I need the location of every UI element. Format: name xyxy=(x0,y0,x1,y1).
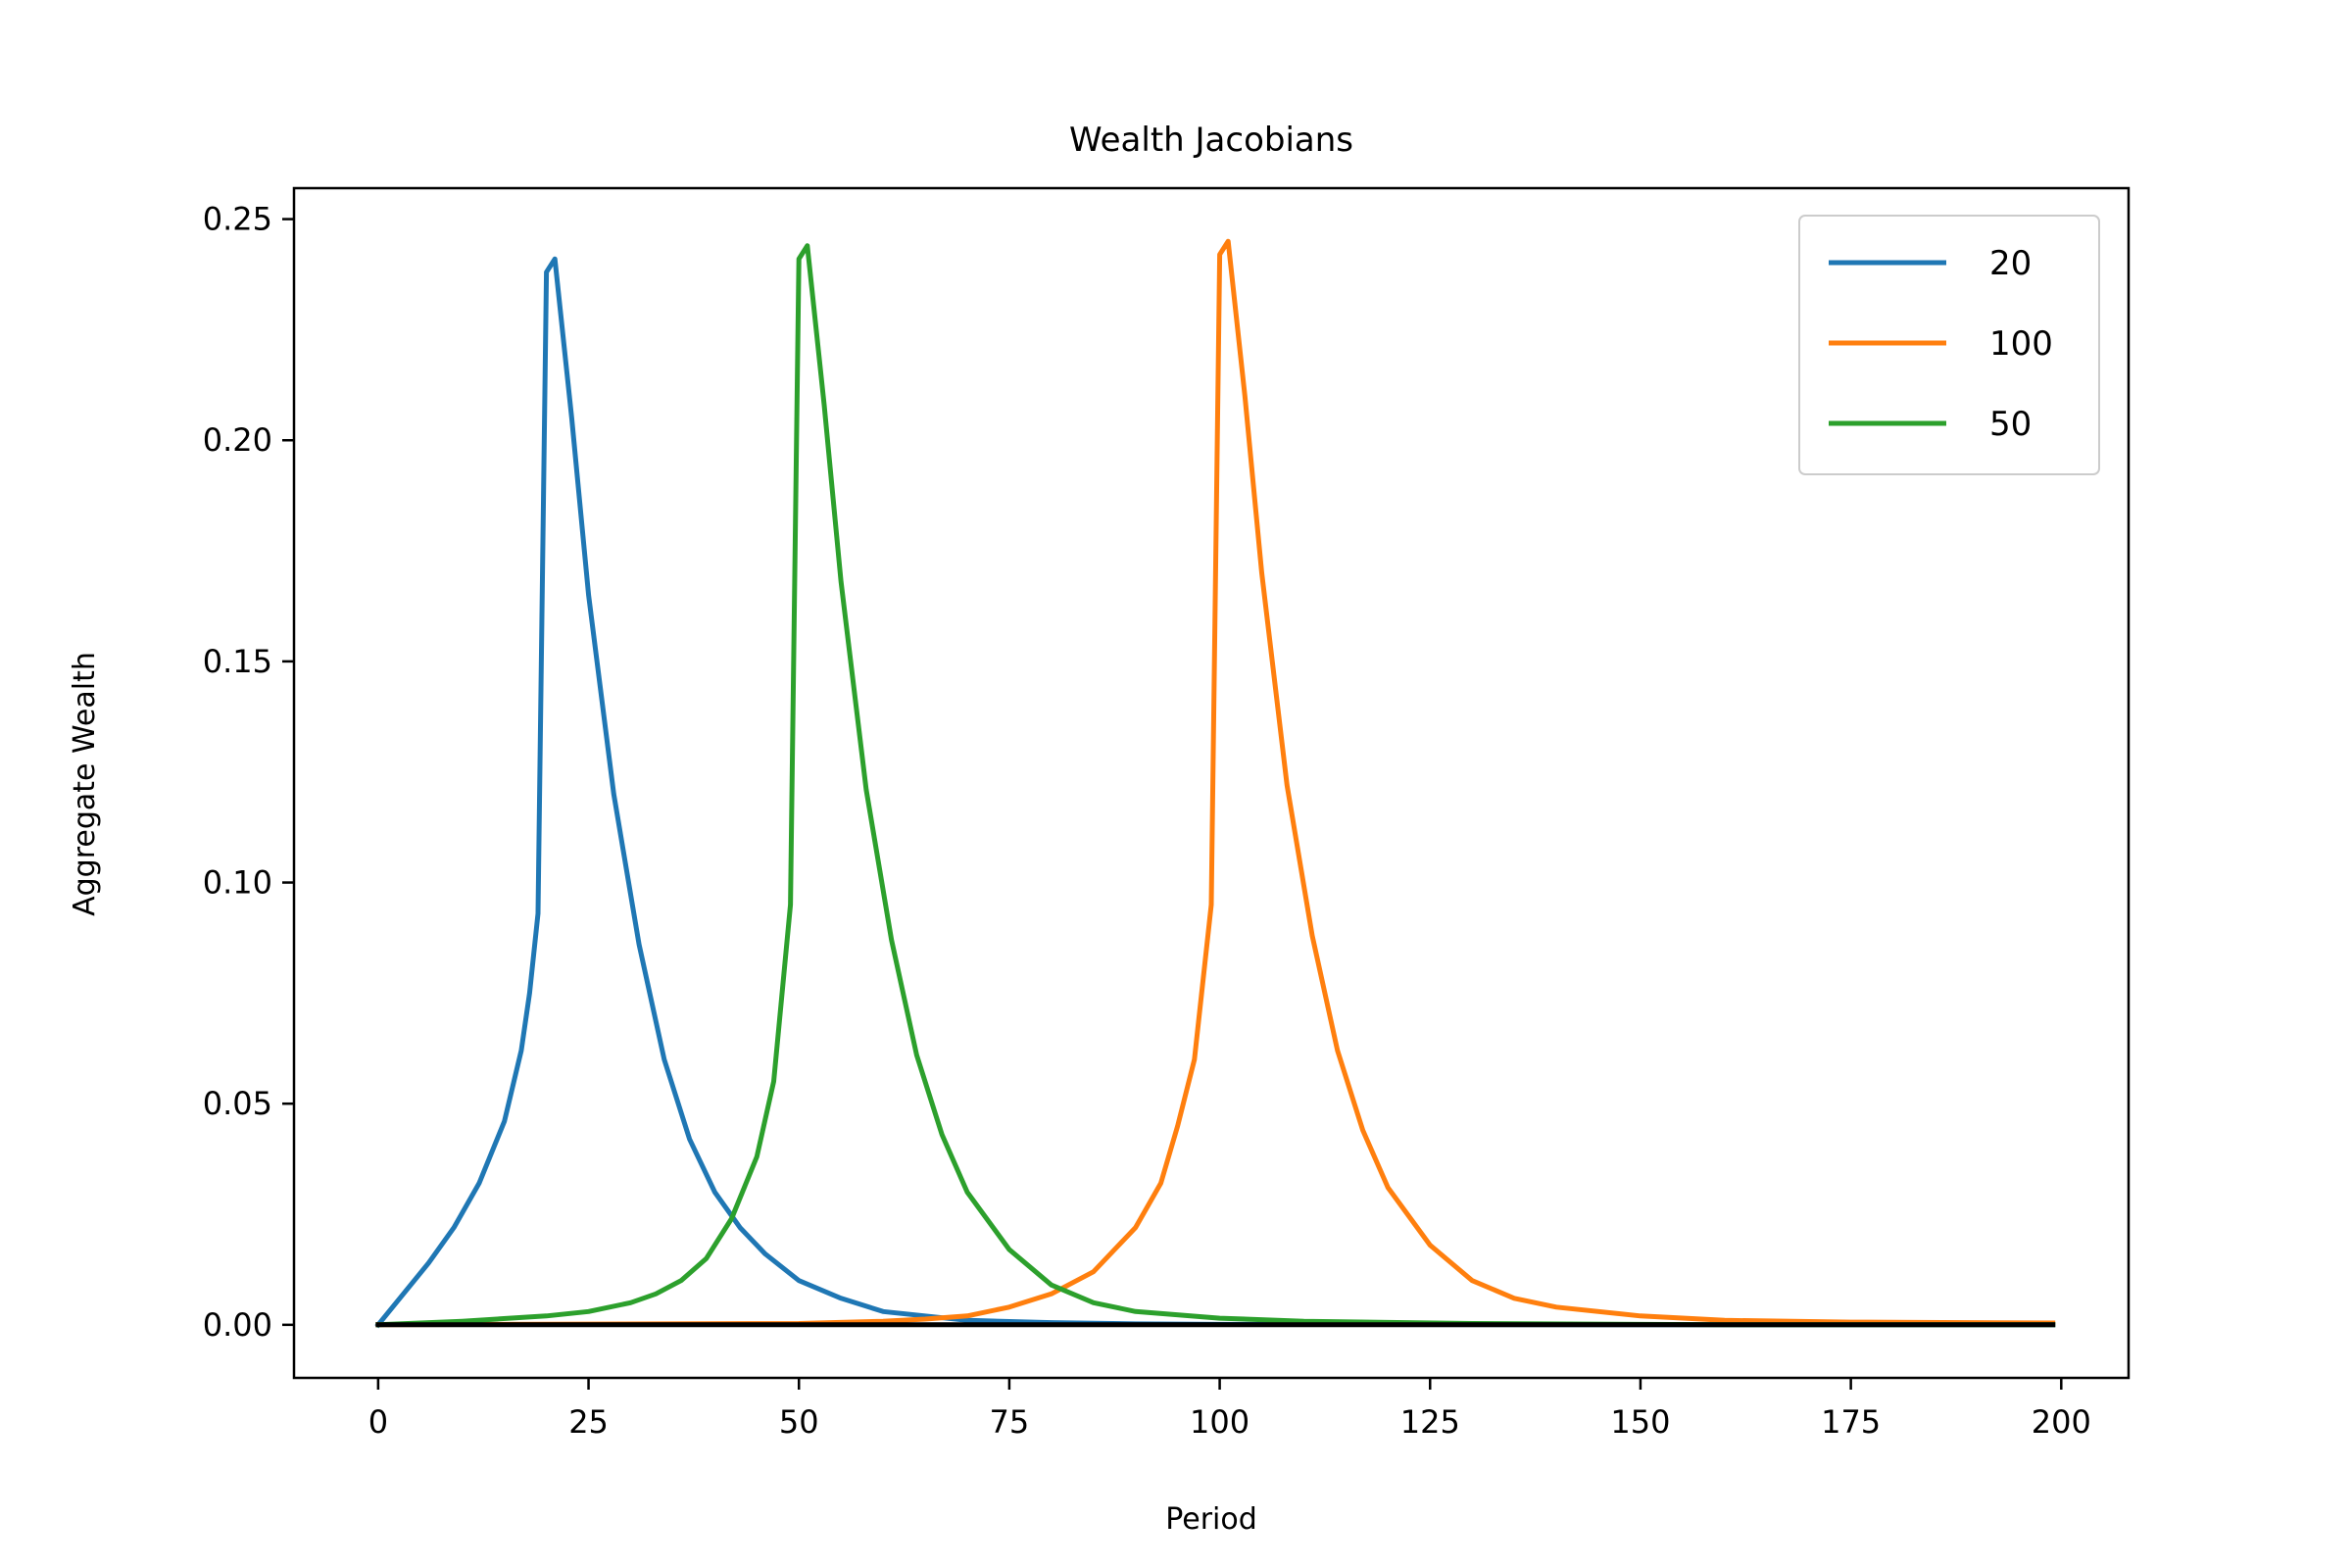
y-tick-label: 0.25 xyxy=(203,201,272,238)
legend-box xyxy=(1798,215,2100,475)
x-tick-label: 150 xyxy=(1610,1403,1670,1441)
series-layer xyxy=(374,238,2056,1329)
legend-label-100: 100 xyxy=(1989,324,2053,364)
x-tick-label: 75 xyxy=(990,1403,1030,1441)
series-line-20 xyxy=(374,256,2056,1329)
y-axis-ticks: 0.00 0.05 0.10 0.15 0.20 0.25 xyxy=(203,201,294,1344)
plot-frame xyxy=(292,186,2131,1380)
x-tick-label: 25 xyxy=(568,1403,609,1441)
legend-label-50: 50 xyxy=(1989,405,2032,444)
x-tick-label: 0 xyxy=(368,1403,388,1441)
y-axis-label: Aggregate Wealth xyxy=(68,652,102,916)
x-axis-ticks: 0 25 50 75 100 125 150 175 200 xyxy=(368,1378,2091,1441)
y-tick-label: 0.20 xyxy=(203,421,272,459)
legend-label-20: 20 xyxy=(1989,244,2032,283)
chart-title: Wealth Jacobians xyxy=(1069,121,1353,160)
x-tick-label: 175 xyxy=(1821,1403,1881,1441)
x-tick-label: 125 xyxy=(1400,1403,1460,1441)
series-line-100 xyxy=(375,238,2056,1328)
legend-entries: 20 100 50 xyxy=(1829,244,2053,444)
legend: 20 100 50 xyxy=(1798,215,2100,475)
x-tick-label: 200 xyxy=(2032,1403,2091,1441)
x-tick-label: 50 xyxy=(779,1403,819,1441)
y-tick-label: 0.05 xyxy=(203,1085,272,1122)
x-tick-label: 100 xyxy=(1190,1403,1250,1441)
y-tick-label: 0.00 xyxy=(203,1306,272,1344)
y-tick-label: 0.10 xyxy=(203,864,272,902)
x-axis-label: Period xyxy=(1165,1502,1257,1537)
y-tick-label: 0.15 xyxy=(203,643,272,680)
series-line-50 xyxy=(375,243,2056,1328)
